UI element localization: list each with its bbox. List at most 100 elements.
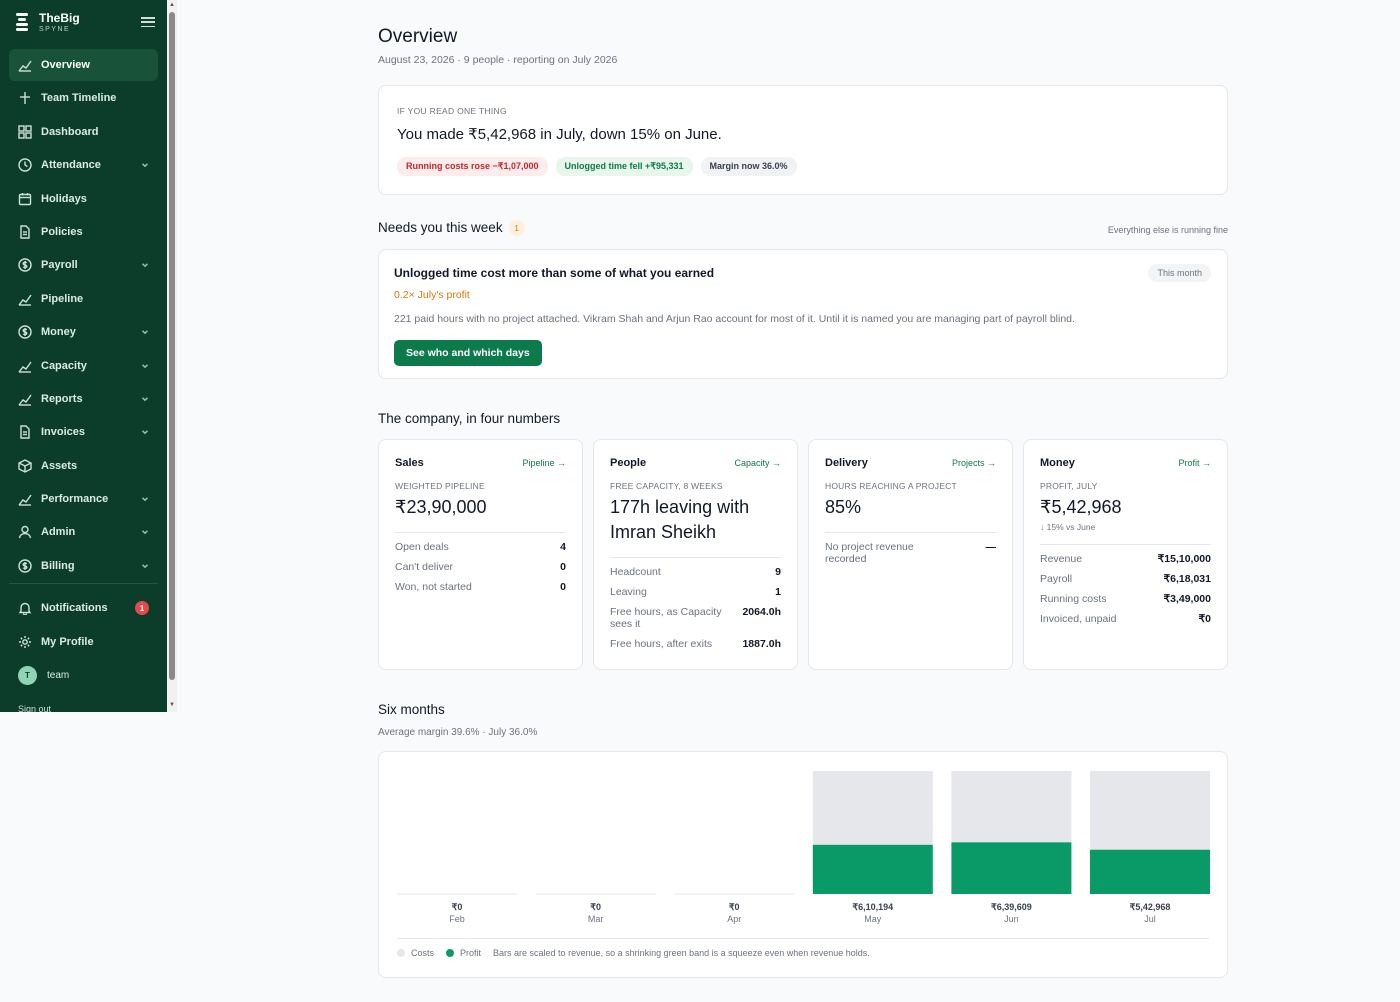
box-icon (18, 458, 32, 473)
metric-divider (610, 557, 781, 558)
metric-row: Open deals 4 (395, 541, 566, 553)
alert-title: Unlogged time cost more than some of wha… (394, 266, 715, 280)
x-tick-label: Feb (449, 914, 465, 924)
sidebar-item-attendance[interactable]: Attendance (9, 149, 158, 181)
sidebar-item-notifications[interactable]: Notifications 1 (9, 592, 158, 624)
sidebar-item-admin[interactable]: Admin (9, 516, 158, 548)
notification-count-badge: 1 (135, 601, 149, 616)
user-icon (18, 525, 32, 539)
brand: TheBig SPYNE (0, 0, 167, 44)
sidebar: TheBig SPYNE Overview Team Timeline Dashbo… (0, 0, 167, 712)
summary-pill: Margin now 36.0% (700, 157, 797, 176)
document-icon (18, 425, 32, 439)
sidebar-item-pipeline[interactable]: Pipeline (9, 283, 158, 315)
chevron-down-icon[interactable] (141, 261, 149, 269)
chevron-down-icon[interactable] (141, 562, 149, 570)
sidebar-item-invoices[interactable]: Invoices (9, 416, 158, 448)
sidebar-item-team-timeline[interactable]: Team Timeline (9, 82, 158, 114)
sidebar-item-label: Money (41, 326, 76, 339)
bar-costs-may (812, 771, 933, 845)
summary-eyebrow: If you read one thing (397, 106, 507, 116)
sidebar-item-overview[interactable]: Overview (9, 49, 158, 81)
sidebar-item-assets[interactable]: Assets (9, 450, 158, 482)
sidebar-item-label: Billing (41, 559, 75, 572)
legend-profit: Profit (446, 948, 481, 958)
sidebar-item-billing[interactable]: Billing (9, 550, 158, 582)
metric-row-label: Can't deliver (395, 561, 454, 573)
chevron-down-icon[interactable] (141, 362, 149, 370)
metric-row: Won, not started 0 (395, 581, 566, 593)
menu-toggle-icon[interactable] (141, 17, 155, 27)
metric-eyebrow: Hours reaching a project (825, 481, 957, 491)
sidebar-item-label: Admin (41, 526, 76, 539)
scroll-up-icon[interactable]: ▲ (169, 2, 175, 8)
sidebar-item-payroll[interactable]: Payroll (9, 249, 158, 281)
chart-line-icon (18, 492, 32, 506)
legend-costs-label: Costs (411, 948, 435, 958)
avatar: T (18, 665, 37, 685)
sidebar-item-holidays[interactable]: Holidays (9, 183, 158, 215)
metric-card-link[interactable]: Capacity → (734, 458, 781, 468)
alert-metric: 0.2× July's profit (394, 289, 470, 301)
metric-row-value: 0 (560, 561, 566, 573)
metric-row-label: Open deals (395, 541, 449, 553)
bar-value-label: ₹0 (729, 902, 740, 912)
chevron-down-icon[interactable] (141, 495, 149, 503)
bell-icon (18, 601, 32, 616)
needs-title: Needs you this week 1 (378, 220, 525, 237)
sidebar-item-money[interactable]: Money (9, 316, 158, 348)
summary-pill: Unlogged time fell +₹95,331 (555, 157, 693, 176)
scroll-thumb[interactable] (169, 12, 175, 680)
needs-status: Everything else is running fine (1107, 225, 1228, 235)
metric-card-link[interactable]: Projects → (951, 458, 996, 468)
metric-row-value: ₹15,10,000 (1157, 553, 1211, 565)
metric-card-link[interactable]: Profit → (1178, 458, 1211, 468)
metric-divider (395, 532, 566, 533)
summary-card: If you read one thing You made ₹5,42,968… (378, 85, 1228, 195)
metric-row: Free hours, as Capacity sees it 2064.0h (610, 606, 781, 630)
scrollbar[interactable]: ▲ ▼ (167, 0, 177, 712)
chevron-down-icon[interactable] (141, 428, 149, 436)
bar-chart: ₹0 Feb ₹0 Mar ₹0 Apr ₹6,10,194 May ₹6,39,609 Jun ₹… (397, 771, 1210, 924)
metric-card-title: People (610, 457, 647, 469)
brand-sub: SPYNE (39, 25, 71, 33)
metric-card-link[interactable]: Pipeline → (522, 458, 566, 468)
metric-row: Leaving 1 (610, 586, 781, 598)
brand-name: TheBig (39, 10, 80, 25)
sign-out-link[interactable]: Sign out (18, 704, 52, 712)
chevron-down-icon[interactable] (141, 528, 149, 536)
metric-row-value: 1887.0h (742, 638, 781, 650)
chevron-down-icon[interactable] (141, 161, 149, 169)
sidebar-item-capacity[interactable]: Capacity (9, 350, 158, 382)
metric-row-label: Leaving (610, 586, 647, 598)
sidebar-item-label: Attendance (41, 159, 101, 172)
metric-row-label: Running costs (1040, 593, 1107, 605)
chevron-down-icon[interactable] (141, 395, 149, 403)
sidebar-item-dashboard[interactable]: Dashboard (9, 116, 158, 148)
sidebar-item-performance[interactable]: Performance (9, 483, 158, 515)
sidebar-item-label: My Profile (41, 635, 94, 648)
sidebar-item-label: Overview (41, 59, 90, 71)
sidebar-item-label: Assets (41, 459, 78, 472)
scroll-down-icon[interactable]: ▼ (169, 702, 175, 708)
coin-icon (18, 559, 32, 573)
sidebar-item-label: Team Timeline (41, 92, 117, 105)
sidebar-item-my-profile[interactable]: My Profile (9, 626, 158, 658)
metric-row: Can't deliver 0 (395, 561, 566, 573)
metric-divider (825, 532, 996, 533)
metric-row: Headcount 9 (610, 566, 781, 578)
page-title: Overview (378, 26, 458, 47)
sidebar-item-reports[interactable]: Reports (9, 383, 158, 415)
page-subtitle: August 23, 2026 · 9 people · reporting o… (378, 54, 618, 66)
sidebar-item-policies[interactable]: Policies (9, 216, 158, 248)
needs-title-text: Needs you this week (378, 220, 503, 235)
metric-row-value: ₹6,18,031 (1163, 573, 1211, 585)
needs-count-badge: 1 (508, 220, 525, 237)
chart-line-icon (18, 392, 32, 406)
chevron-down-icon[interactable] (141, 328, 149, 336)
see-who-button[interactable]: See who and which days (394, 340, 542, 366)
bar-value-label: ₹6,39,609 (991, 902, 1032, 912)
bar-profit-jun (951, 842, 1072, 894)
metric-row-label: Free hours, as Capacity sees it (610, 606, 722, 630)
